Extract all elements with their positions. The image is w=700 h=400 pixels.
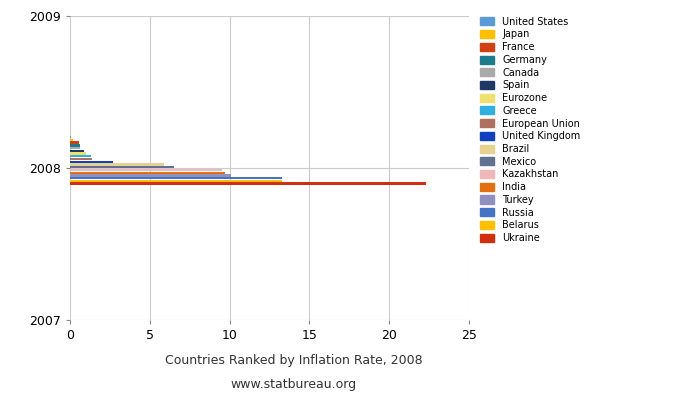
Bar [70,155,91,158]
Bar [70,147,80,149]
Bar [70,158,92,160]
Bar [70,169,222,171]
Legend: United States, Japan, France, Germany, Canada, Spain, Eurozone, Greece, European: United States, Japan, France, Germany, C… [478,15,582,245]
Text: www.statbureau.org: www.statbureau.org [231,378,357,391]
Bar [70,163,164,166]
Bar [70,144,80,146]
Text: Countries Ranked by Inflation Rate, 2008: Countries Ranked by Inflation Rate, 2008 [165,354,423,367]
Bar [70,150,83,152]
Bar [70,174,231,177]
Bar [70,166,174,168]
Bar [70,139,74,141]
Bar [70,182,426,185]
Bar [70,152,86,155]
Bar [70,160,113,163]
Bar [70,180,282,182]
Bar [70,172,225,174]
Bar [70,142,79,144]
Bar [70,136,71,138]
Bar [70,177,282,179]
